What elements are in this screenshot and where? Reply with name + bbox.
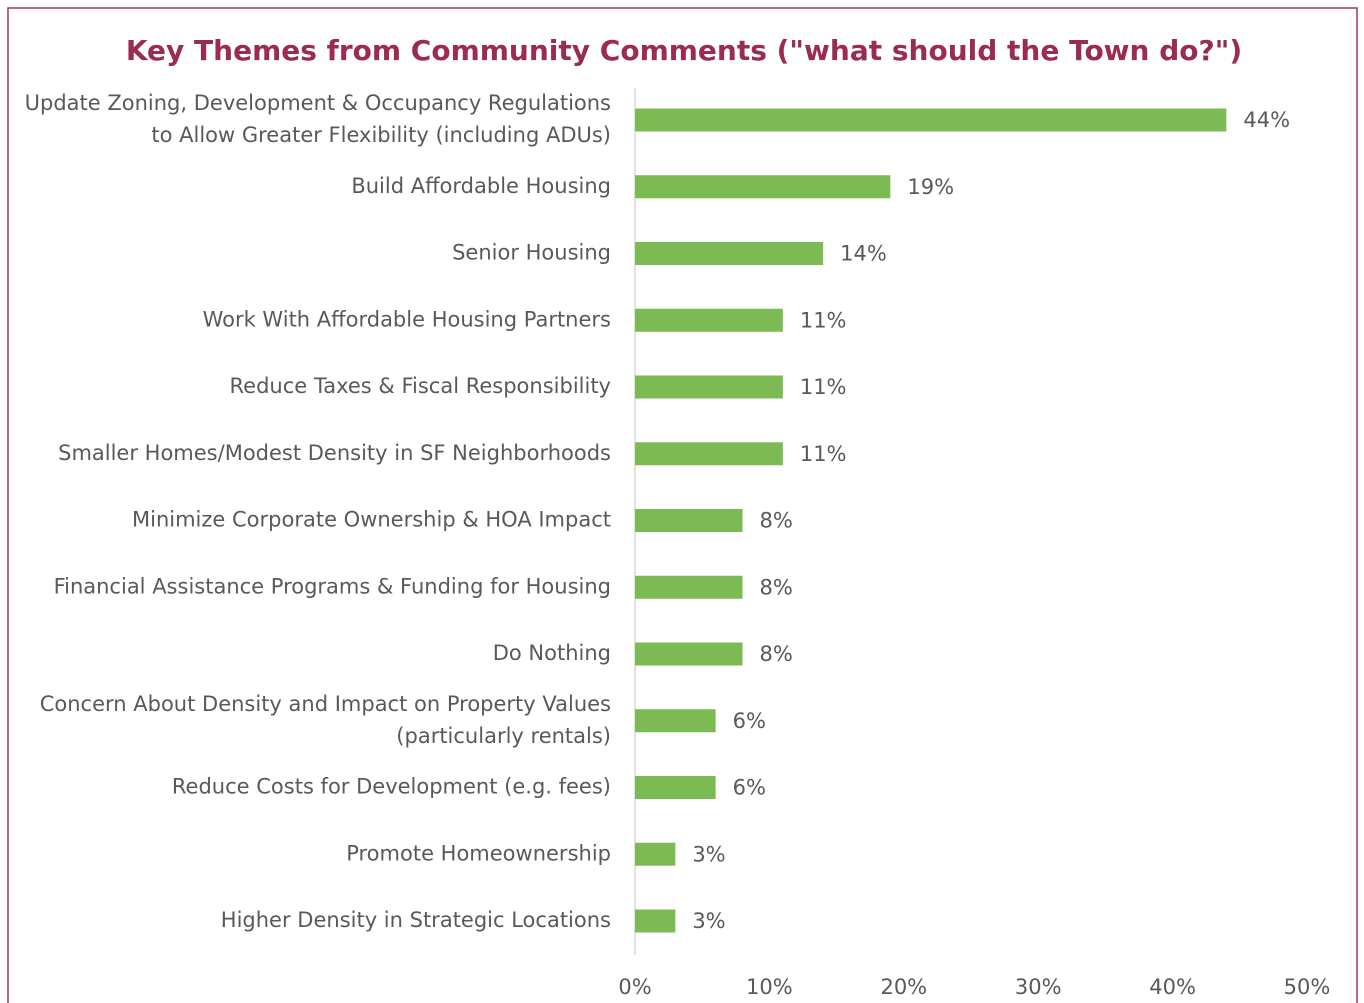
x-tick-label: 30% (1015, 975, 1062, 999)
category-label: Build Affordable Housing (351, 174, 611, 198)
bar (635, 375, 783, 399)
bar (635, 842, 676, 866)
category-label: Smaller Homes/Modest Density in SF Neigh… (58, 441, 611, 465)
x-tick-label: 40% (1149, 975, 1196, 999)
value-label: 3% (692, 842, 725, 866)
bar (635, 709, 716, 733)
value-label: 44% (1243, 108, 1290, 132)
x-tick-label: 20% (880, 975, 927, 999)
bar (635, 642, 743, 666)
category-label: Work With Affordable Housing Partners (203, 307, 611, 331)
value-label: 6% (733, 776, 766, 800)
chart-border (7, 7, 1358, 1003)
x-tick-label: 10% (746, 975, 793, 999)
bar (635, 108, 1227, 132)
category-label: Financial Assistance Programs & Funding … (54, 574, 611, 598)
value-label: 8% (760, 575, 793, 599)
value-label: 14% (840, 242, 887, 266)
category-label: Promote Homeownership (346, 841, 611, 865)
value-label: 8% (760, 509, 793, 533)
value-label: 11% (800, 375, 847, 399)
category-label: Senior Housing (452, 241, 611, 265)
category-label: Reduce Taxes & Fiscal Responsibility (230, 374, 611, 398)
bar (635, 909, 676, 933)
category-label: Reduce Costs for Development (e.g. fees) (172, 775, 611, 799)
chart-title: Key Themes from Community Comments ("wha… (126, 34, 1242, 67)
value-label: 11% (800, 308, 847, 332)
bar (635, 776, 716, 799)
category-label: Update Zoning, Development & Occupancy R… (25, 91, 611, 147)
bar (635, 575, 743, 599)
x-tick-label: 50% (1284, 975, 1331, 999)
category-label: Minimize Corporate Ownership & HOA Impac… (132, 508, 611, 532)
bar (635, 442, 783, 466)
value-label: 6% (733, 709, 766, 733)
bar (635, 509, 743, 532)
value-label: 8% (760, 642, 793, 666)
bar (635, 242, 824, 265)
category-label: Concern About Density and Impact on Prop… (40, 692, 611, 748)
value-label: 19% (907, 175, 954, 199)
x-tick-label: 0% (618, 975, 651, 999)
bar (635, 175, 891, 199)
value-label: 11% (800, 442, 847, 466)
value-label: 3% (692, 909, 725, 933)
category-label: Higher Density in Strategic Locations (221, 908, 611, 932)
category-label: Do Nothing (493, 641, 611, 665)
bar (635, 308, 783, 332)
